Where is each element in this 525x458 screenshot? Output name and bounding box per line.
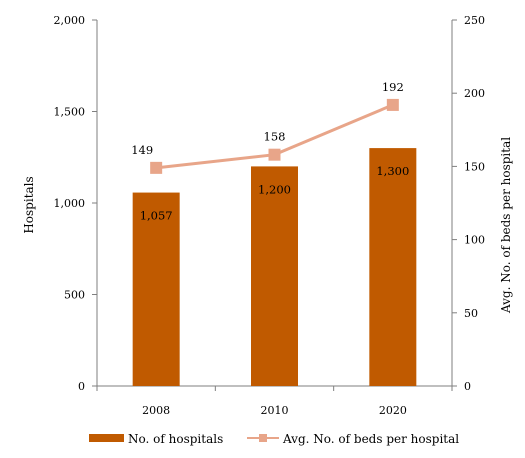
y2-tick-label: 0: [464, 380, 471, 393]
y2-tick-label: 50: [464, 307, 478, 320]
line-point: [268, 148, 281, 161]
y-tick-label: 0: [78, 380, 85, 393]
data-labels: 1,057 1,200 1,300 149 158 192: [131, 80, 409, 223]
bar-value-label: 1,300: [376, 164, 409, 178]
bar-series: [132, 148, 417, 386]
legend-swatch-bar: [89, 434, 124, 442]
x-tick-label: 2020: [379, 404, 407, 417]
bar: [369, 148, 417, 386]
legend-marker-square: [259, 434, 267, 442]
bar-value-label: 1,057: [140, 209, 173, 223]
y-tick-label: 1,000: [54, 197, 86, 210]
y-tick-label: 1,500: [54, 106, 86, 119]
y2-tick-label: 250: [464, 14, 485, 27]
legend-label-beds: Avg. No. of beds per hospital: [282, 432, 459, 446]
line-point: [150, 161, 163, 174]
y2-tick-label: 100: [464, 234, 485, 247]
x-tick-label: 2010: [261, 404, 289, 417]
bar: [251, 166, 298, 386]
legend: No. of hospitals Avg. No. of beds per ho…: [89, 432, 459, 446]
y2-tick-label: 150: [464, 160, 485, 173]
x-tick-label: 2008: [142, 404, 170, 417]
y2-axis-title: Avg. No. of beds per hospital: [499, 137, 513, 314]
y-axis-title: Hospitals: [22, 176, 36, 233]
y-tick-label: 2,000: [54, 14, 86, 27]
bar-value-label: 1,200: [258, 182, 291, 196]
y2-tick-label: 200: [464, 87, 485, 100]
line-point: [386, 98, 399, 111]
y-tick-label: 500: [64, 289, 85, 302]
line-value-label: 192: [382, 80, 404, 94]
legend-label-hospitals: No. of hospitals: [128, 432, 223, 446]
line-series: [150, 98, 399, 174]
line-value-label: 158: [264, 130, 286, 144]
bar: [132, 192, 180, 386]
line-value-label: 149: [131, 143, 153, 157]
